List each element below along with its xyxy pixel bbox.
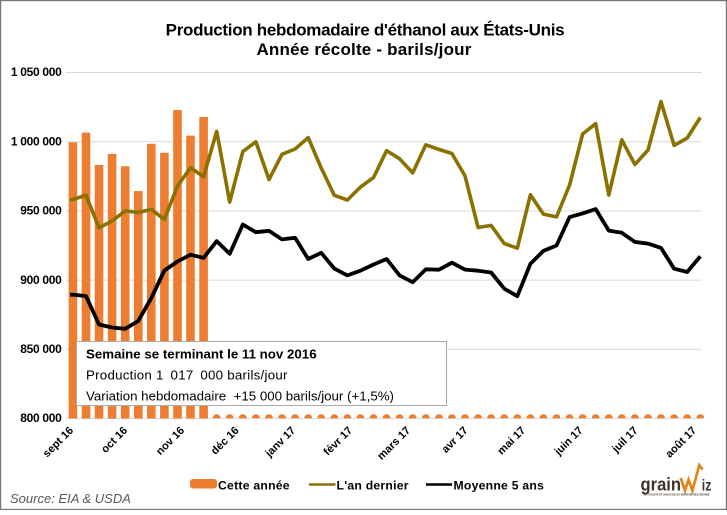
svg-text:800 000: 800 000 (20, 411, 62, 425)
svg-text:850 000: 850 000 (20, 342, 62, 356)
svg-text:1 000 000: 1 000 000 (11, 134, 62, 148)
svg-text:Semaine se terminant le 11 nov: Semaine se terminant le 11 nov 2016 (86, 347, 317, 362)
svg-text:Année récolte - barils/jour: Année récolte - barils/jour (256, 40, 471, 59)
svg-text:950 000: 950 000 (20, 204, 62, 218)
svg-text:Cette année: Cette année (218, 479, 290, 493)
svg-text:Production 1 017 000 barils/jo: Production 1 017 000 barils/jour (86, 368, 288, 383)
svg-text:L'an dernier: L'an dernier (337, 479, 409, 493)
svg-text:iz: iz (702, 478, 712, 495)
svg-text:900 000: 900 000 (20, 273, 62, 287)
svg-text:1 050 000: 1 050 000 (11, 65, 62, 79)
svg-text:Moyenne 5 ans: Moyenne 5 ans (454, 479, 545, 493)
svg-text:Source: EIA & USDA: Source: EIA & USDA (10, 491, 131, 506)
svg-text:ACTUALITÉ ET ANALYSE DU MARCHÉ: ACTUALITÉ ET ANALYSE DU MARCHÉ DES GRAIN… (644, 491, 710, 496)
svg-text:Production hebdomadaire d'étha: Production hebdomadaire d'éthanol aux Ét… (166, 20, 565, 39)
svg-text:grain: grain (641, 474, 682, 495)
svg-text:Variation hebdomadaire +15 00: Variation hebdomadaire +15 000 barils/jo… (86, 388, 394, 403)
